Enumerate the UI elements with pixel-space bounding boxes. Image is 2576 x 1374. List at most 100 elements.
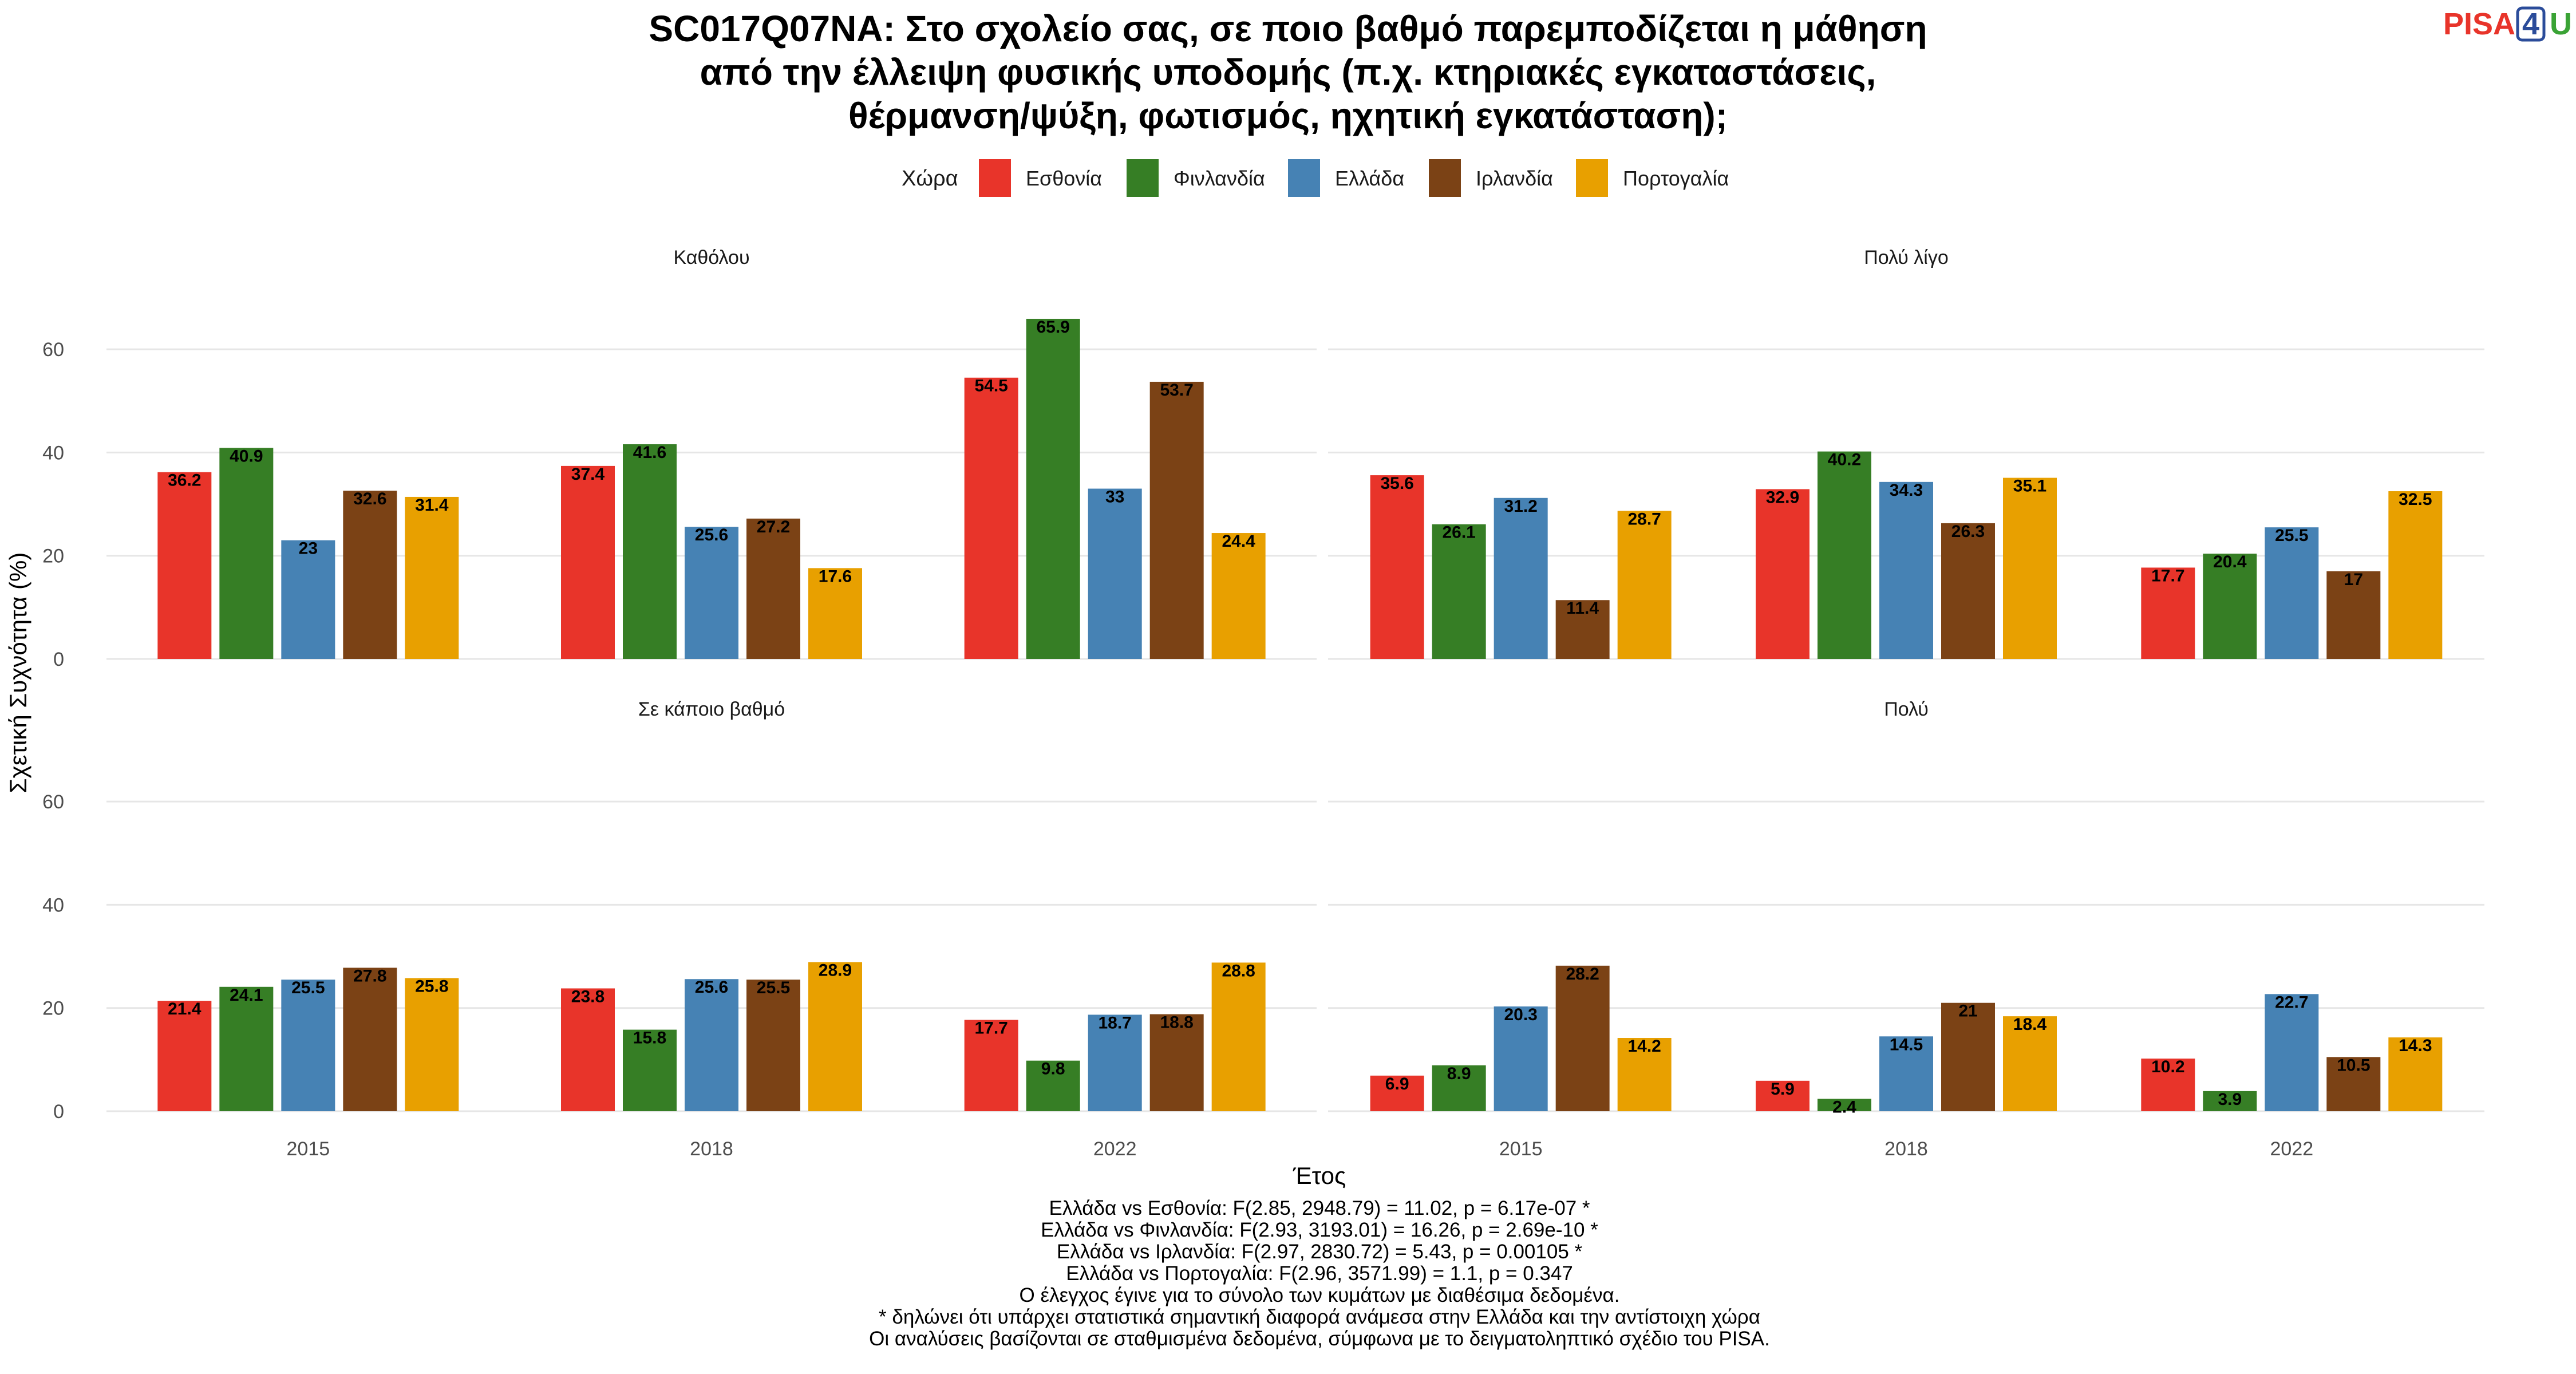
x-tick-label: 2015 [287, 1138, 330, 1160]
bar-value-label: 17.6 [819, 567, 852, 586]
bar [685, 527, 738, 659]
chart-title-line-1: SC017Q07NA: Στο σχολείο σας, σε ποιο βαθ… [649, 8, 1927, 49]
bar-value-label: 6.9 [1385, 1075, 1409, 1093]
legend-swatch [1429, 159, 1461, 197]
bar-value-label: 28.2 [1566, 965, 1599, 984]
bar [1555, 965, 1610, 1111]
legend-label: Εσθονία [1026, 167, 1102, 190]
bar [1211, 533, 1266, 659]
bar [2265, 527, 2319, 659]
bar [1026, 318, 1080, 659]
bar [2003, 477, 2057, 659]
bar [561, 988, 615, 1111]
bar [964, 377, 1018, 659]
bar [1818, 1099, 1871, 1111]
y-tick-label: 60 [42, 339, 64, 361]
bar-value-label: 27.8 [353, 966, 386, 985]
bar-value-label: 9.8 [1041, 1060, 1065, 1079]
bar-value-label: 18.7 [1098, 1013, 1131, 1032]
bar [281, 980, 335, 1111]
footnote-line: Ελλάδα vs Πορτογαλία: F(2.96, 3571.99) =… [1066, 1262, 1573, 1285]
bar [1555, 600, 1610, 659]
y-tick-label: 0 [53, 649, 64, 670]
footnotes: Ελλάδα vs Εσθονία: F(2.85, 2948.79) = 11… [869, 1197, 1770, 1350]
bar [157, 472, 212, 659]
bar [1088, 1014, 1142, 1111]
bar-value-label: 26.1 [1442, 523, 1475, 542]
chart-panels: 0 20 40 60 Καθόλου 36.2 40.9 23 32.6 31.4 37.4 41.6… [42, 247, 2484, 1160]
bar [1941, 523, 1995, 659]
bar-value-label: 25.5 [757, 978, 790, 997]
bar [219, 986, 274, 1111]
bar-value-label: 54.5 [974, 377, 1008, 396]
legend-title: Χώρα [902, 167, 958, 191]
bar [1494, 1006, 1548, 1111]
x-tick-label: 2022 [1093, 1138, 1137, 1160]
bar-value-label: 53.7 [1160, 381, 1193, 400]
bar [1617, 511, 1672, 659]
bar-value-label: 11.4 [1566, 599, 1599, 618]
logo-text-u: U [2550, 7, 2572, 41]
footnote-line: * δηλώνει ότι υπάρχει στατιστικά σημαντι… [879, 1306, 1760, 1328]
bar [1088, 488, 1142, 659]
legend-swatch [1576, 159, 1608, 197]
logo-text-pisa: PISA [2443, 7, 2515, 41]
footnote-line: Ελλάδα vs Ιρλανδία: F(2.97, 2830.72) = 5… [1057, 1241, 1583, 1263]
bar [219, 448, 274, 659]
bar-value-label: 31.2 [1504, 497, 1537, 516]
bar-value-label: 37.4 [571, 465, 605, 484]
bar [1818, 451, 1871, 659]
panel-1: 0 20 40 60 Καθόλου 36.2 40.9 23 32.6 31.4 37.4 41.6… [42, 247, 1317, 670]
bar [2388, 1037, 2443, 1111]
bar [1149, 1014, 1204, 1111]
panel-title: Πολύ [1884, 698, 1929, 720]
bar [964, 1020, 1018, 1111]
footnote-line: Ελλάδα vs Εσθονία: F(2.85, 2948.79) = 11… [1049, 1197, 1590, 1219]
x-tick-label: 2018 [690, 1138, 733, 1160]
y-tick-label: 60 [42, 791, 64, 813]
bar-value-label: 41.6 [633, 443, 666, 462]
bar [2203, 1091, 2257, 1111]
bar-value-label: 40.9 [230, 447, 263, 465]
bar-value-label: 22.7 [2275, 993, 2308, 1012]
footnote-line: Ο έλεγχος έγινε για το σύνολο των κυμάτω… [1020, 1284, 1620, 1306]
bar [623, 444, 677, 659]
legend-swatch [1127, 159, 1159, 197]
bar-value-label: 3.9 [2218, 1090, 2242, 1109]
bar-value-label: 25.6 [695, 978, 728, 997]
bar [1370, 475, 1424, 659]
footnote-line: Ελλάδα vs Φινλανδία: F(2.93, 3193.01) = … [1041, 1219, 1598, 1241]
bar-value-label: 15.8 [633, 1029, 666, 1048]
bar-value-label: 2.4 [1832, 1097, 1856, 1116]
bar-value-label: 10.5 [2337, 1056, 2370, 1075]
footnote-line: Οι αναλύσεις βασίζονται σε σταθμισμένα δ… [869, 1328, 1770, 1350]
bar-value-label: 18.8 [1160, 1013, 1193, 1032]
bar-value-label: 24.1 [230, 986, 263, 1005]
bar [561, 465, 615, 659]
logo-text-4: 4 [2522, 7, 2539, 41]
bar-value-label: 28.7 [1627, 510, 1661, 528]
y-tick-label: 40 [42, 894, 64, 916]
bar-value-label: 23.8 [571, 987, 605, 1006]
x-tick-label: 2015 [1499, 1138, 1543, 1160]
panel-title: Σε κάποιο βαθμό [638, 698, 785, 720]
bar [343, 491, 397, 659]
legend-label: Πορτογαλία [1623, 167, 1729, 190]
bar [2203, 554, 2257, 659]
bar [685, 979, 738, 1111]
y-tick-label: 40 [42, 442, 64, 464]
bar [2326, 1057, 2381, 1111]
bar [1149, 381, 1204, 659]
bar-value-label: 18.4 [2013, 1015, 2047, 1034]
legend: Χώρα Εσθονία Φινλανδία Ελλάδα Ιρλανδία Πορτο… [902, 159, 1729, 197]
y-tick-label: 0 [53, 1101, 64, 1123]
chart-title-line-3: θέρμανση/ψύξη, φωτισμός, ηχητική εγκατάσ… [848, 95, 1728, 136]
logo-box [2516, 6, 2546, 42]
bar [1879, 1036, 1933, 1111]
bar [1370, 1075, 1424, 1111]
x-tick-label: 2022 [2270, 1138, 2314, 1160]
bar-value-label: 28.8 [1222, 961, 1255, 980]
legend-label: Ιρλανδία [1476, 167, 1553, 190]
chart-title-line-2: από την έλλειψη φυσικής υποδομής (π.χ. κ… [700, 52, 1876, 93]
